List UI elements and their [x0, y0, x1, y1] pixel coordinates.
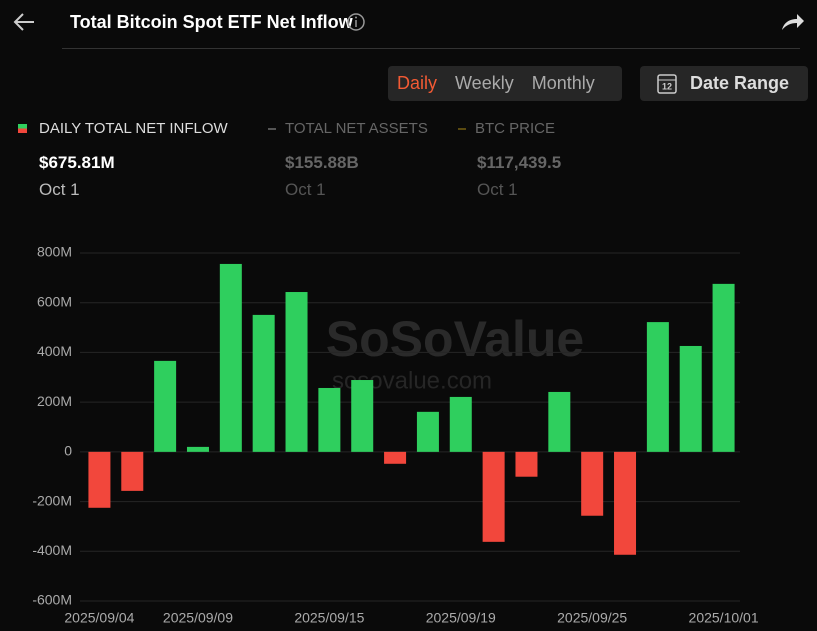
y-tick-label: 800M: [37, 244, 72, 260]
bar: [614, 451, 637, 555]
legend-date: Oct 1: [477, 180, 518, 199]
tab[interactable]: Weekly: [455, 73, 514, 93]
watermark-brand: SoSoValue: [326, 311, 584, 367]
divider: [62, 48, 800, 49]
page-title: Total Bitcoin Spot ETF Net Inflow: [70, 12, 353, 32]
legend-date: Oct 1: [39, 180, 80, 199]
back-button[interactable]: [12, 10, 38, 34]
legend-label: BTC PRICE: [475, 120, 556, 137]
calendar-icon: 12: [657, 73, 677, 94]
bar: [482, 451, 505, 542]
x-tick-label: 2025/09/25: [557, 610, 627, 626]
bar: [351, 380, 374, 452]
bar: [515, 451, 538, 477]
bar: [285, 292, 308, 452]
bar: [679, 345, 702, 452]
legend-value: $117,439.5: [477, 153, 562, 172]
legend-item[interactable]: BTC PRICE: [458, 120, 555, 137]
legend-value: $675.81M: [39, 153, 115, 172]
y-tick-label: 200M: [37, 393, 72, 409]
bar: [384, 451, 407, 464]
bar: [581, 451, 604, 516]
date-range-label: Date Range: [690, 73, 790, 93]
bar: [318, 387, 341, 452]
bar: [252, 314, 275, 452]
share-button[interactable]: [778, 10, 806, 34]
y-tick-label: 400M: [37, 343, 72, 359]
date-range-button[interactable]: 12 Date Range: [640, 66, 808, 101]
legend-label: TOTAL NET ASSETS: [285, 120, 428, 137]
x-tick-label: 2025/09/15: [294, 610, 364, 626]
x-tick-label: 2025/09/04: [64, 610, 134, 626]
bar: [712, 283, 735, 452]
y-tick-label: -200M: [32, 492, 72, 508]
legend-value: $155.88B: [285, 153, 359, 172]
y-tick-label: -600M: [32, 592, 72, 608]
bar: [449, 396, 472, 452]
x-tick-label: 2025/10/01: [689, 610, 759, 626]
legend-date: Oct 1: [285, 180, 326, 199]
y-tick-label: 600M: [37, 293, 72, 309]
y-tick-label: -400M: [32, 542, 72, 558]
tab[interactable]: Monthly: [531, 73, 595, 93]
legend-item[interactable]: DAILY TOTAL NET INFLOW: [18, 120, 228, 137]
x-tick-label: 2025/09/09: [163, 610, 233, 626]
legend-label: DAILY TOTAL NET INFLOW: [39, 120, 228, 137]
bar: [121, 451, 144, 491]
bar: [154, 360, 177, 452]
info-icon[interactable]: [346, 12, 366, 32]
bar: [646, 322, 669, 452]
tab[interactable]: Daily: [397, 73, 438, 93]
bar: [548, 391, 571, 452]
bar: [416, 411, 439, 452]
period-tabs: Daily Weekly Monthly: [388, 66, 622, 101]
bar: [88, 451, 111, 508]
x-tick-label: 2025/09/19: [426, 610, 496, 626]
bar: [219, 263, 242, 452]
y-tick-label: 0: [64, 443, 72, 459]
legend-item[interactable]: TOTAL NET ASSETS: [268, 120, 428, 137]
bar: [186, 446, 209, 452]
svg-text:12: 12: [662, 81, 672, 91]
